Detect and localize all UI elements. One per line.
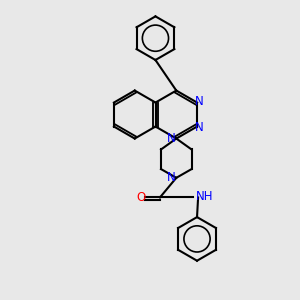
Text: N: N: [167, 132, 175, 145]
Text: N: N: [195, 95, 204, 108]
Text: O: O: [137, 191, 146, 204]
Text: N: N: [167, 171, 175, 184]
Text: NH: NH: [196, 190, 213, 203]
Text: N: N: [195, 121, 204, 134]
